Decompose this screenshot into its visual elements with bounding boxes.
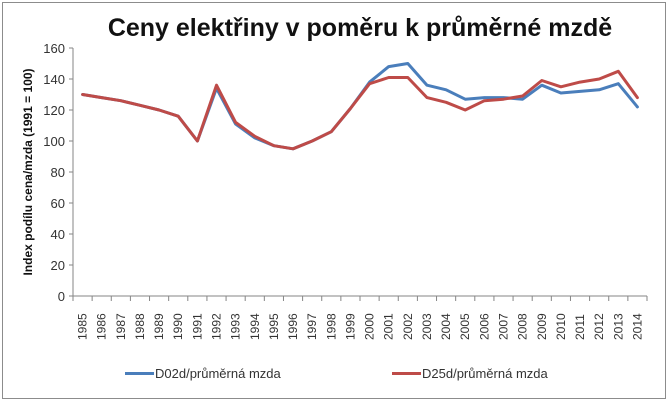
y-tick-label: 60 [51, 196, 65, 211]
y-tick-label: 160 [43, 41, 65, 56]
x-tick-label: 1999 [343, 313, 357, 340]
y-tick-label: 100 [43, 134, 65, 149]
y-tick-label: 20 [51, 258, 65, 273]
x-tick-label: 2004 [439, 313, 453, 340]
legend-line-blue-icon [125, 372, 154, 375]
x-tick-label: 2002 [401, 313, 415, 340]
legend-item-d02d: D02d/průměrná mzda [125, 366, 281, 381]
x-tick-label: 2010 [554, 313, 568, 340]
x-tick-label: 1994 [248, 313, 262, 340]
legend-label: D25d/průměrná mzda [422, 366, 548, 381]
x-tick-label: 2011 [573, 314, 587, 340]
y-tick-label: 40 [51, 227, 65, 242]
x-tick-label: 1989 [152, 313, 166, 340]
y-tick-label: 120 [43, 103, 65, 118]
legend-line-red-icon [392, 372, 421, 375]
x-tick-label: 2001 [382, 313, 396, 340]
series-line-1 [81, 69, 639, 151]
x-tick-label: 2008 [516, 313, 530, 340]
legend-label: D02d/průměrná mzda [155, 366, 281, 381]
x-tick-label: 1988 [133, 313, 147, 340]
legend-item-d25d: D25d/průměrná mzda [392, 366, 548, 381]
y-tick-label: 80 [51, 165, 65, 180]
x-tick-label: 2014 [630, 313, 644, 340]
y-tick-label: 140 [43, 72, 65, 87]
x-tick-label: 1992 [210, 313, 224, 340]
x-tick-label: 2005 [458, 313, 472, 340]
series-line-0 [81, 62, 639, 151]
x-tick-label: 1993 [229, 313, 243, 340]
x-tick-label: 2007 [497, 313, 511, 340]
x-tick-label: 1998 [324, 313, 338, 340]
x-tick-label: 1996 [286, 313, 300, 340]
x-tick-label: 2009 [535, 313, 549, 340]
x-tick-label: 1997 [305, 313, 319, 340]
x-tick-label: 2003 [420, 313, 434, 340]
x-tick-label: 1990 [171, 313, 185, 340]
x-tick-label: 1985 [76, 313, 90, 340]
chart-title: Ceny elektřiny v poměru k průměrné mzdě [107, 14, 613, 42]
y-tick-label: 0 [58, 289, 65, 304]
x-tick-label: 1986 [95, 313, 109, 340]
x-tick-label: 2012 [592, 313, 606, 340]
x-tick-label: 1995 [267, 313, 281, 340]
y-axis-label: Index podílu cena/mzda (1991 = 100) [21, 68, 35, 275]
x-tick-label: 2006 [477, 313, 491, 340]
x-tick-label: 2000 [363, 313, 377, 340]
chart-frame [2, 2, 666, 399]
x-tick-label: 2013 [611, 313, 625, 340]
x-tick-label: 1991 [190, 313, 204, 340]
x-tick-label: 1987 [114, 313, 128, 340]
